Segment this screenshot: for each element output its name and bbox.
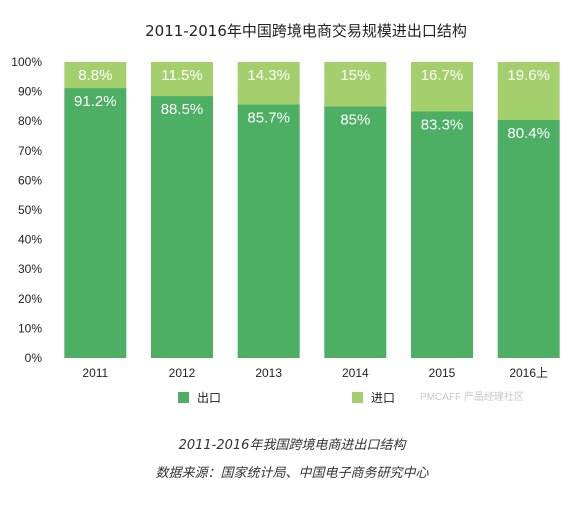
x-tick-label: 2011 bbox=[82, 366, 108, 380]
y-tick-label: 100% bbox=[11, 55, 42, 69]
x-axis: 2011 2012 2013 2014 2015 2016上 bbox=[82, 366, 548, 380]
y-tick-label: 70% bbox=[18, 144, 42, 158]
bar-segment-import bbox=[237, 62, 300, 105]
bar-segment-import bbox=[497, 62, 560, 121]
chart: 2011-2016年中国跨境电商交易规模进出口结构 0% 10% 20% 30% 40%… bbox=[11, 22, 560, 405]
bar-segment-export bbox=[497, 120, 560, 359]
bar-segment-export bbox=[237, 104, 300, 358]
bar-value-label: 15% bbox=[340, 67, 370, 84]
bar-segment-export bbox=[64, 88, 127, 358]
bar-value-label: 19.6% bbox=[507, 67, 550, 84]
bar-value-label: 11.5% bbox=[161, 67, 202, 84]
x-tick-label: 2016上 bbox=[509, 366, 548, 380]
y-tick-label: 30% bbox=[18, 262, 42, 276]
bar-segment-import bbox=[324, 62, 387, 107]
legend-swatch bbox=[352, 392, 363, 403]
bar-value-label: 85% bbox=[340, 111, 370, 128]
caption-source: 数据来源：国家统计局、中国电子商务研究中心 bbox=[155, 466, 429, 481]
bar-value-label: 14.3% bbox=[247, 67, 290, 84]
bars: 91.2% 8.8% 88.5% 11.5% 85.7% 14.3% 85% 15% 83.3%… bbox=[64, 62, 560, 359]
bar-value-label: 80.4% bbox=[507, 125, 550, 142]
y-tick-label: 0% bbox=[25, 351, 43, 365]
x-tick-label: 2013 bbox=[255, 366, 282, 380]
y-tick-label: 40% bbox=[18, 233, 42, 247]
y-tick-label: 20% bbox=[18, 292, 42, 306]
watermark: PMCAFF 产品经理社区 bbox=[420, 390, 524, 403]
caption-title: 2011-2016年我国跨境电商进出口结构 bbox=[178, 438, 406, 453]
y-tick-label: 80% bbox=[18, 114, 42, 128]
bar-value-label: 91.2% bbox=[74, 93, 117, 110]
legend-label: 进口 bbox=[371, 391, 395, 405]
y-tick-label: 50% bbox=[18, 203, 42, 217]
bar-segment-import bbox=[151, 62, 213, 97]
x-tick-label: 2015 bbox=[429, 366, 456, 380]
y-axis: 0% 10% 20% 30% 40% 50% 60% 70% 80% 90% 100% bbox=[11, 55, 42, 365]
bar-value-label: 88.5% bbox=[161, 101, 204, 118]
y-tick-label: 90% bbox=[18, 85, 42, 99]
y-tick-label: 10% bbox=[18, 321, 42, 335]
x-tick-label: 2014 bbox=[342, 366, 369, 380]
bar-value-label: 83.3% bbox=[421, 116, 464, 133]
bar-value-label: 85.7% bbox=[247, 109, 290, 126]
legend-label: 出口 bbox=[197, 391, 221, 405]
bar-segment-export bbox=[411, 111, 473, 358]
y-tick-label: 60% bbox=[18, 173, 42, 187]
bar-value-label: 16.7% bbox=[421, 67, 464, 84]
legend-swatch bbox=[178, 392, 189, 403]
legend: 出口 进口 bbox=[178, 391, 395, 405]
x-tick-label: 2012 bbox=[169, 366, 196, 380]
bar-segment-import bbox=[64, 62, 127, 89]
bar-segment-import bbox=[411, 62, 473, 112]
bar-segment-export bbox=[151, 96, 213, 358]
bar-value-label: 8.8% bbox=[78, 67, 112, 84]
bar-segment-export bbox=[324, 106, 387, 359]
chart-title: 2011-2016年中国跨境电商交易规模进出口结构 bbox=[145, 22, 467, 40]
